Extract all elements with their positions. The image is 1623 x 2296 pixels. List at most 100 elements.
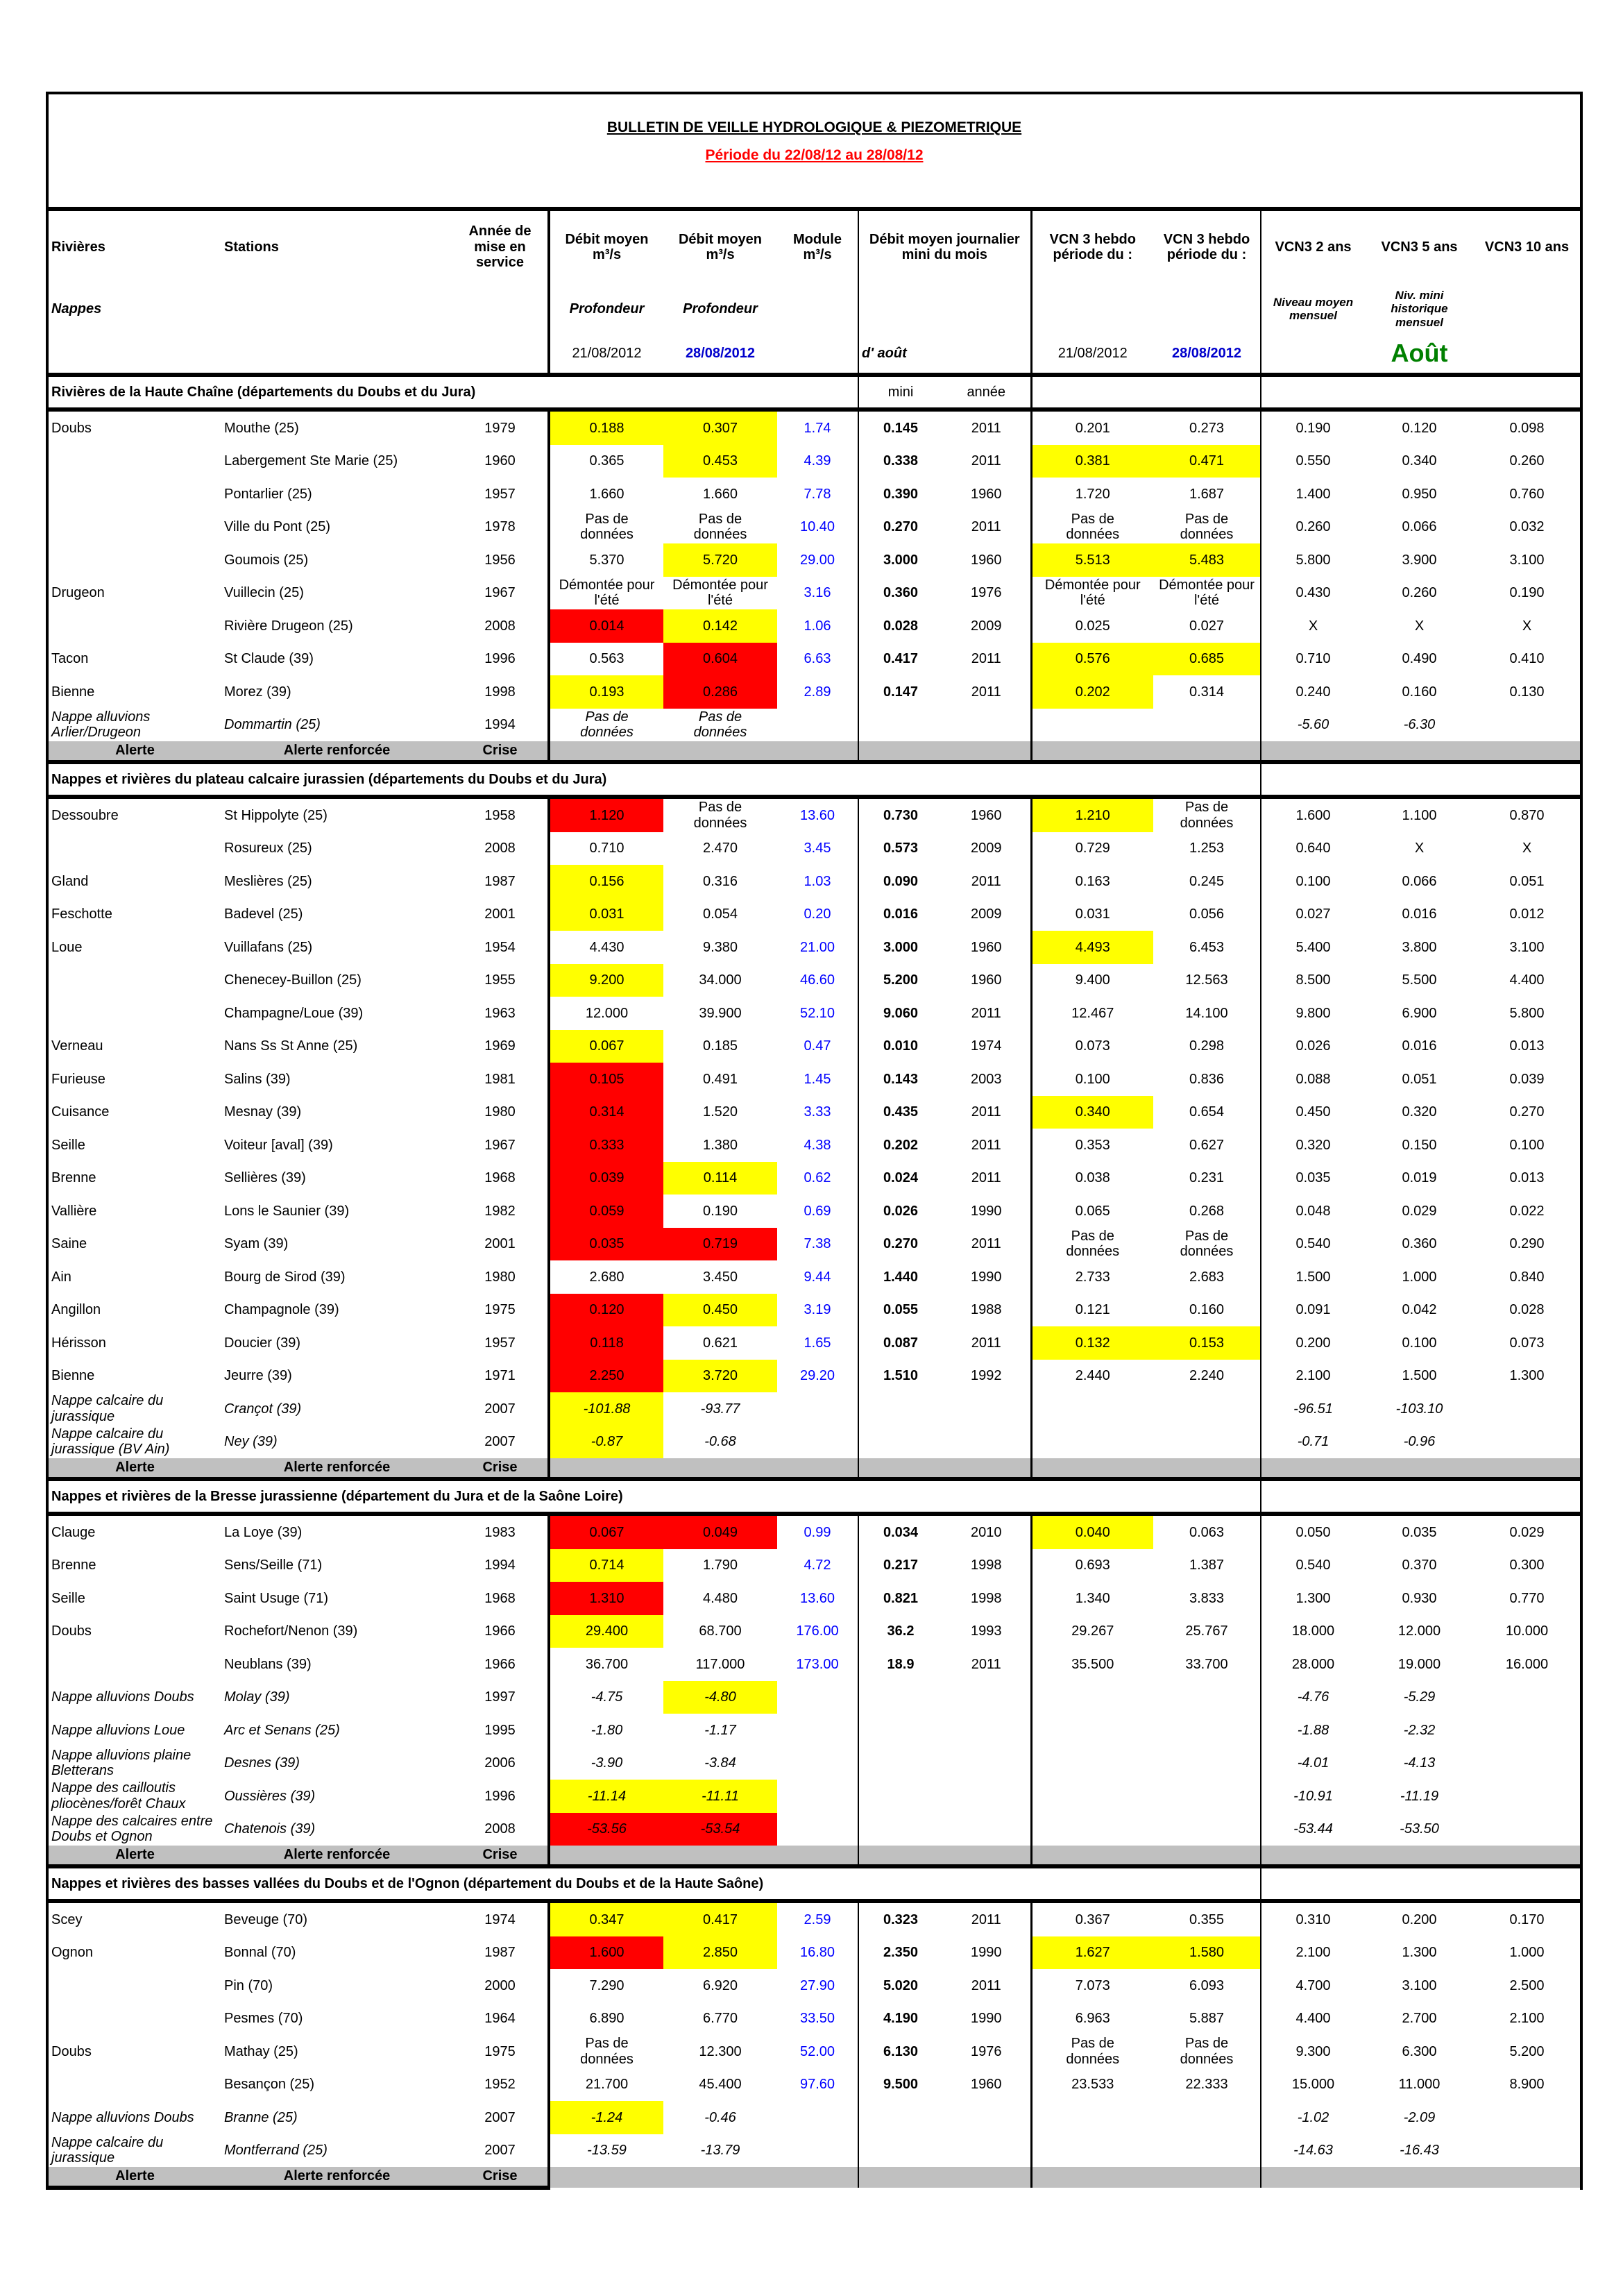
cell-module: 176.00 [796,1623,839,1639]
cell-vcn3-5ans: 0.320 [1402,1104,1437,1120]
cell-vcn3-2ans: -1.88 [1260,1714,1366,1747]
cell-annee: 1987 [484,873,516,889]
cell-annee-mini: 1988 [971,1302,1002,1318]
cell-debit-28: 9.380 [702,939,738,955]
col-rivieres: Rivières [51,239,105,255]
cell-vcn3-2ans: 4.400 [1260,2002,1366,2035]
cell-station: Sens/Seille (71) [224,1558,323,1573]
cell-riviere [49,2068,221,2102]
cell-annee: 2008 [484,841,516,856]
cell-vcn3-2ans: 0.310 [1260,1901,1366,1936]
cell-debit-28: 3.450 [702,1269,738,1285]
cell-debit-21: 12.000 [547,997,663,1030]
table-row: Rivière Drugeon (25) 2008 0.014 0.142 1.06 0.… [49,609,1580,643]
cell-vcn3-10ans [1474,2101,1580,2134]
cell-debit-28: 0.185 [702,1038,738,1054]
cell-vcn3-5ans: 0.120 [1402,420,1437,436]
table-row: Neublans (39) 1966 36.700 117.000 173.00 18.9… [49,1648,1580,1681]
cell-mini [858,2101,942,2134]
cell-riviere: Brenne [51,1170,96,1186]
cell-vcn3-2ans: 0.200 [1260,1326,1366,1360]
cell-riviere: Dessoubre [51,807,119,823]
cell-annee-mini: 1960 [971,939,1002,955]
cell-vcn-21: 0.040 [1030,1514,1154,1549]
cell-debit-21: 0.710 [547,832,663,865]
cell-mini: 9.060 [858,997,942,1030]
cell-mini: 2.350 [858,1936,942,1969]
cell-annee-mini: 2011 [971,1170,1001,1186]
cell-module: 1.03 [804,873,831,889]
cell-station: Pontarlier (25) [224,486,312,502]
cell-text: Pas de données [580,709,634,741]
cell-vcn-21: 6.963 [1030,2002,1154,2035]
cell-text: Pas de données [580,511,634,543]
cell-module: 10.40 [799,519,835,535]
col-debit-mini: Débit moyen journalier mini du mois [857,211,1032,283]
cell-station: La Loye (39) [224,1524,303,1540]
cell-debit-28: 6.770 [702,2011,738,2027]
cell-vcn-28: 0.355 [1189,1911,1225,1927]
cell-module: 52.10 [799,1005,835,1021]
cell-mini [858,1425,942,1458]
legend-alerte-renforcee: Alerte renforcée [221,1458,452,1479]
cell-debit-21: -53.56 [547,1812,663,1846]
cell-annee: 2007 [484,2109,516,2125]
cell-annee: 1955 [484,972,516,988]
cell-vcn3-10ans: 0.760 [1509,486,1545,502]
cell-module: 0.99 [804,1524,831,1540]
cell-debit-21: 1.660 [547,478,663,511]
table-row: Bienne Jeurre (39) 1971 2.250 3.720 29.20 1.51… [49,1359,1580,1392]
cell-debit-21: 0.031 [547,897,663,931]
cell-vcn-21: 0.132 [1030,1326,1154,1360]
cell-text: Pas de données [1180,1228,1234,1260]
cell-vcn-21 [1030,1812,1154,1846]
cell-debit-28: 6.920 [702,1977,738,1993]
cell-debit-28: 0.049 [663,1514,777,1549]
cell-debit-28: -0.68 [704,1434,736,1450]
table-row: Doubs Mouthe (25) 1979 0.188 0.307 1.74 0.145 2… [49,410,1580,445]
cell-mini: 0.390 [858,478,942,511]
cell-vcn-21: 0.073 [1030,1029,1154,1063]
cell-annee: 1980 [484,1269,516,1285]
cell-module: 3.16 [804,585,831,601]
cell-debit-28: 2.850 [663,1936,777,1969]
cell-vcn-28: 0.298 [1189,1038,1225,1054]
cell-vcn-28: Démontée pour l'été [1153,577,1261,610]
cell-module: 4.38 [804,1137,831,1153]
cell-vcn3-5ans: 0.016 [1402,906,1437,922]
cell-mini: 0.202 [858,1129,942,1162]
cell-annee-mini: 2009 [971,906,1002,922]
cell-riviere: Nappe des calcaires entre Doubs et Ognon [49,1813,221,1846]
cell-station: Champagnole (39) [224,1302,339,1318]
cell-vcn3-10ans: 0.290 [1509,1236,1545,1252]
col-nappes: Nappes [51,301,102,316]
cell-module: 173.00 [796,1656,839,1672]
cell-annee: 1994 [484,1558,516,1573]
cell-station: Oussières (39) [224,1788,316,1804]
cell-station: Nans Ss St Anne (25) [224,1038,358,1054]
title-box: BULLETIN DE VEILLE HYDROLOGIQUE & PIEZOM… [49,94,1580,211]
cell-riviere: Nappe alluvions Doubs [51,1689,194,1705]
cell-annee: 1975 [484,1302,516,1318]
cell-module: 21.00 [799,939,835,955]
cell-vcn3-10ans: 0.028 [1509,1302,1545,1318]
cell-text: Nappe alluvions plaine Bletterans [51,1747,192,1779]
cell-annee: 1966 [484,1656,516,1672]
cell-module: 1.65 [804,1335,831,1351]
cell-vcn-28: 0.273 [1189,420,1225,436]
cell-module: 2.89 [804,684,831,700]
cell-annee: 1998 [484,684,516,700]
cell-vcn3-2ans: 0.027 [1260,897,1366,931]
mini-label: mini [858,373,942,412]
cell-vcn-21: 9.400 [1030,963,1154,997]
cell-vcn3-2ans: -0.71 [1260,1425,1366,1458]
cell-vcn3-2ans: 8.500 [1260,963,1366,997]
cell-debit-21: -4.75 [547,1680,663,1714]
cell-station: Vuillafans (25) [224,939,313,955]
cell-vcn3-5ans: 0.150 [1402,1137,1437,1153]
cell-vcn-28 [1153,2134,1261,2168]
cell-annee-mini: 1960 [971,972,1002,988]
cell-riviere: Seille [51,1590,85,1606]
cell-vcn-21: 1.720 [1030,478,1154,511]
cell-station: Doucier (39) [224,1335,301,1351]
